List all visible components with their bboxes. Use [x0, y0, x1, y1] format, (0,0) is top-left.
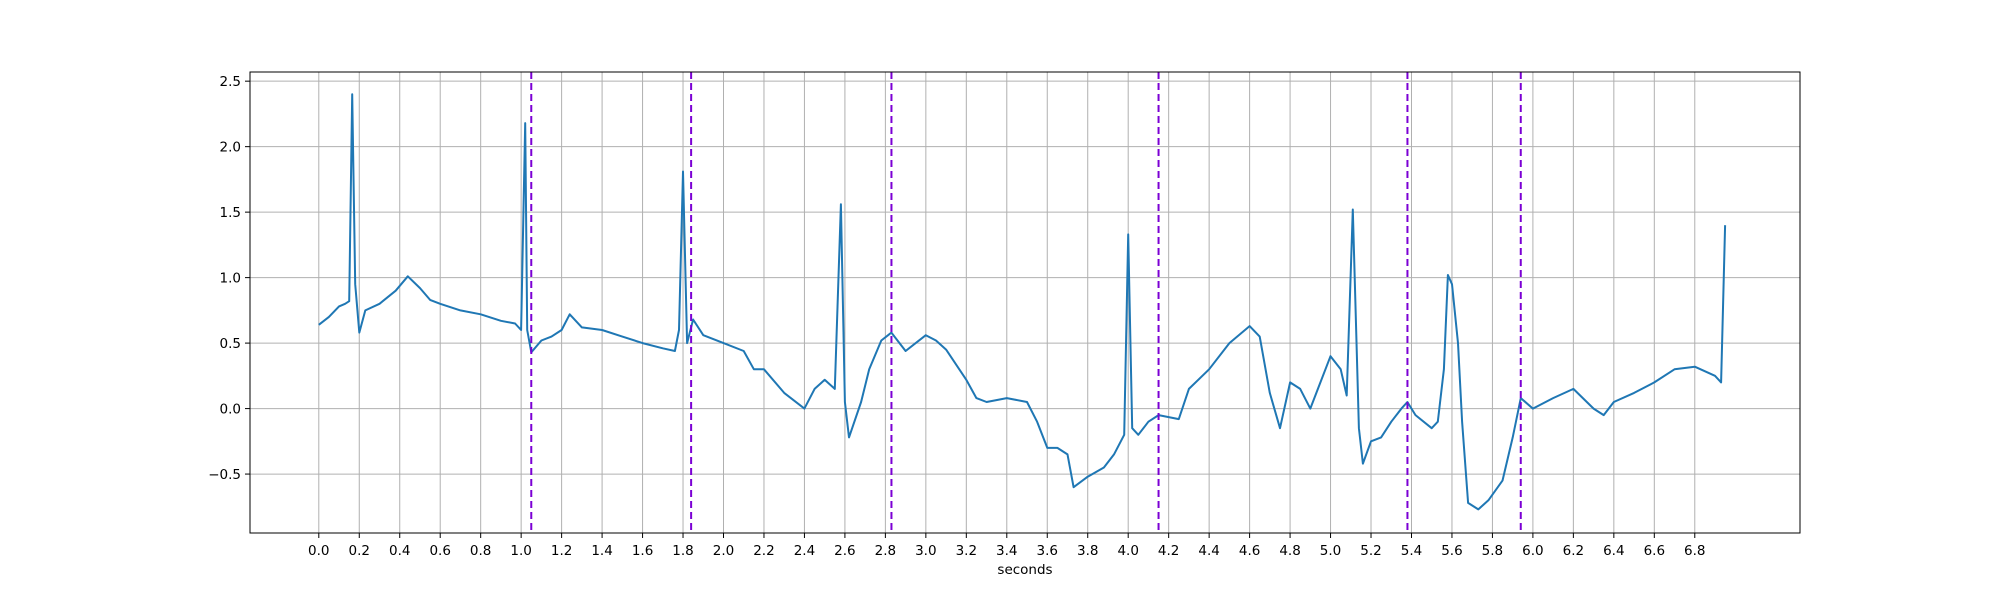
plot-area: 0.0 0.2 0.4 0.6 0.8 1.0 1.2 1.4 1.6 1.8 2.0 2.2 2.4 2…: [208, 71, 1801, 559]
x-tick-label: 2.2: [753, 543, 774, 559]
x-tick-label: 0.2: [349, 543, 370, 559]
x-tick-label: 6.8: [1684, 543, 1705, 559]
x-tick-label: 2.8: [875, 543, 896, 559]
y-tick-label: 2.0: [220, 140, 241, 156]
x-tick-label: 6.4: [1603, 543, 1624, 559]
x-tick-label: 3.2: [956, 543, 977, 559]
series-line: [318, 93, 1727, 511]
x-tick-label: 2.4: [794, 543, 815, 559]
x-tick-label: 2.0: [713, 543, 734, 559]
x-tick-label: 1.0: [510, 543, 531, 559]
x-tick-label: 0.4: [389, 543, 410, 559]
x-tick-label: 5.6: [1441, 543, 1462, 559]
y-tick-label: 0.5: [220, 336, 241, 352]
y-tick-label: 0.0: [220, 402, 241, 418]
x-tick-label: 6.0: [1522, 543, 1543, 559]
x-tick-label: 1.2: [551, 543, 572, 559]
x-tick-label: 6.2: [1563, 543, 1584, 559]
x-tick-label: 6.6: [1644, 543, 1665, 559]
y-tick-label: 1.5: [220, 205, 241, 221]
x-tick-label: 0.0: [308, 543, 329, 559]
x-tick-label: 5.2: [1360, 543, 1381, 559]
x-tick-label: 5.4: [1401, 543, 1422, 559]
x-tick-label: 2.6: [834, 543, 855, 559]
x-tick-label: 5.0: [1320, 543, 1341, 559]
x-tick-label: 0.8: [470, 543, 491, 559]
x-tick-label: 3.8: [1077, 543, 1098, 559]
y-tick-label: 1.0: [220, 271, 241, 287]
x-tick-label: 4.8: [1279, 543, 1300, 559]
x-tick-label: 1.8: [672, 543, 693, 559]
x-tick-label: 1.6: [632, 543, 653, 559]
x-tick-label: 4.0: [1117, 543, 1138, 559]
x-tick-label: 4.6: [1239, 543, 1260, 559]
y-tick-label: −0.5: [208, 467, 241, 483]
x-tick-label: 5.8: [1482, 543, 1503, 559]
x-tick-label: 0.6: [429, 543, 450, 559]
x-tick-label: 1.4: [591, 543, 612, 559]
x-tick-label: 4.2: [1158, 543, 1179, 559]
y-tick-label: 2.5: [220, 74, 241, 90]
x-tick-label: 3.6: [1037, 543, 1058, 559]
x-tick-label: 4.4: [1198, 543, 1219, 559]
axes-frame: [249, 71, 1801, 534]
x-axis-label: seconds: [997, 562, 1052, 578]
x-tick-label: 3.4: [996, 543, 1017, 559]
x-tick-label: 3.0: [915, 543, 936, 559]
